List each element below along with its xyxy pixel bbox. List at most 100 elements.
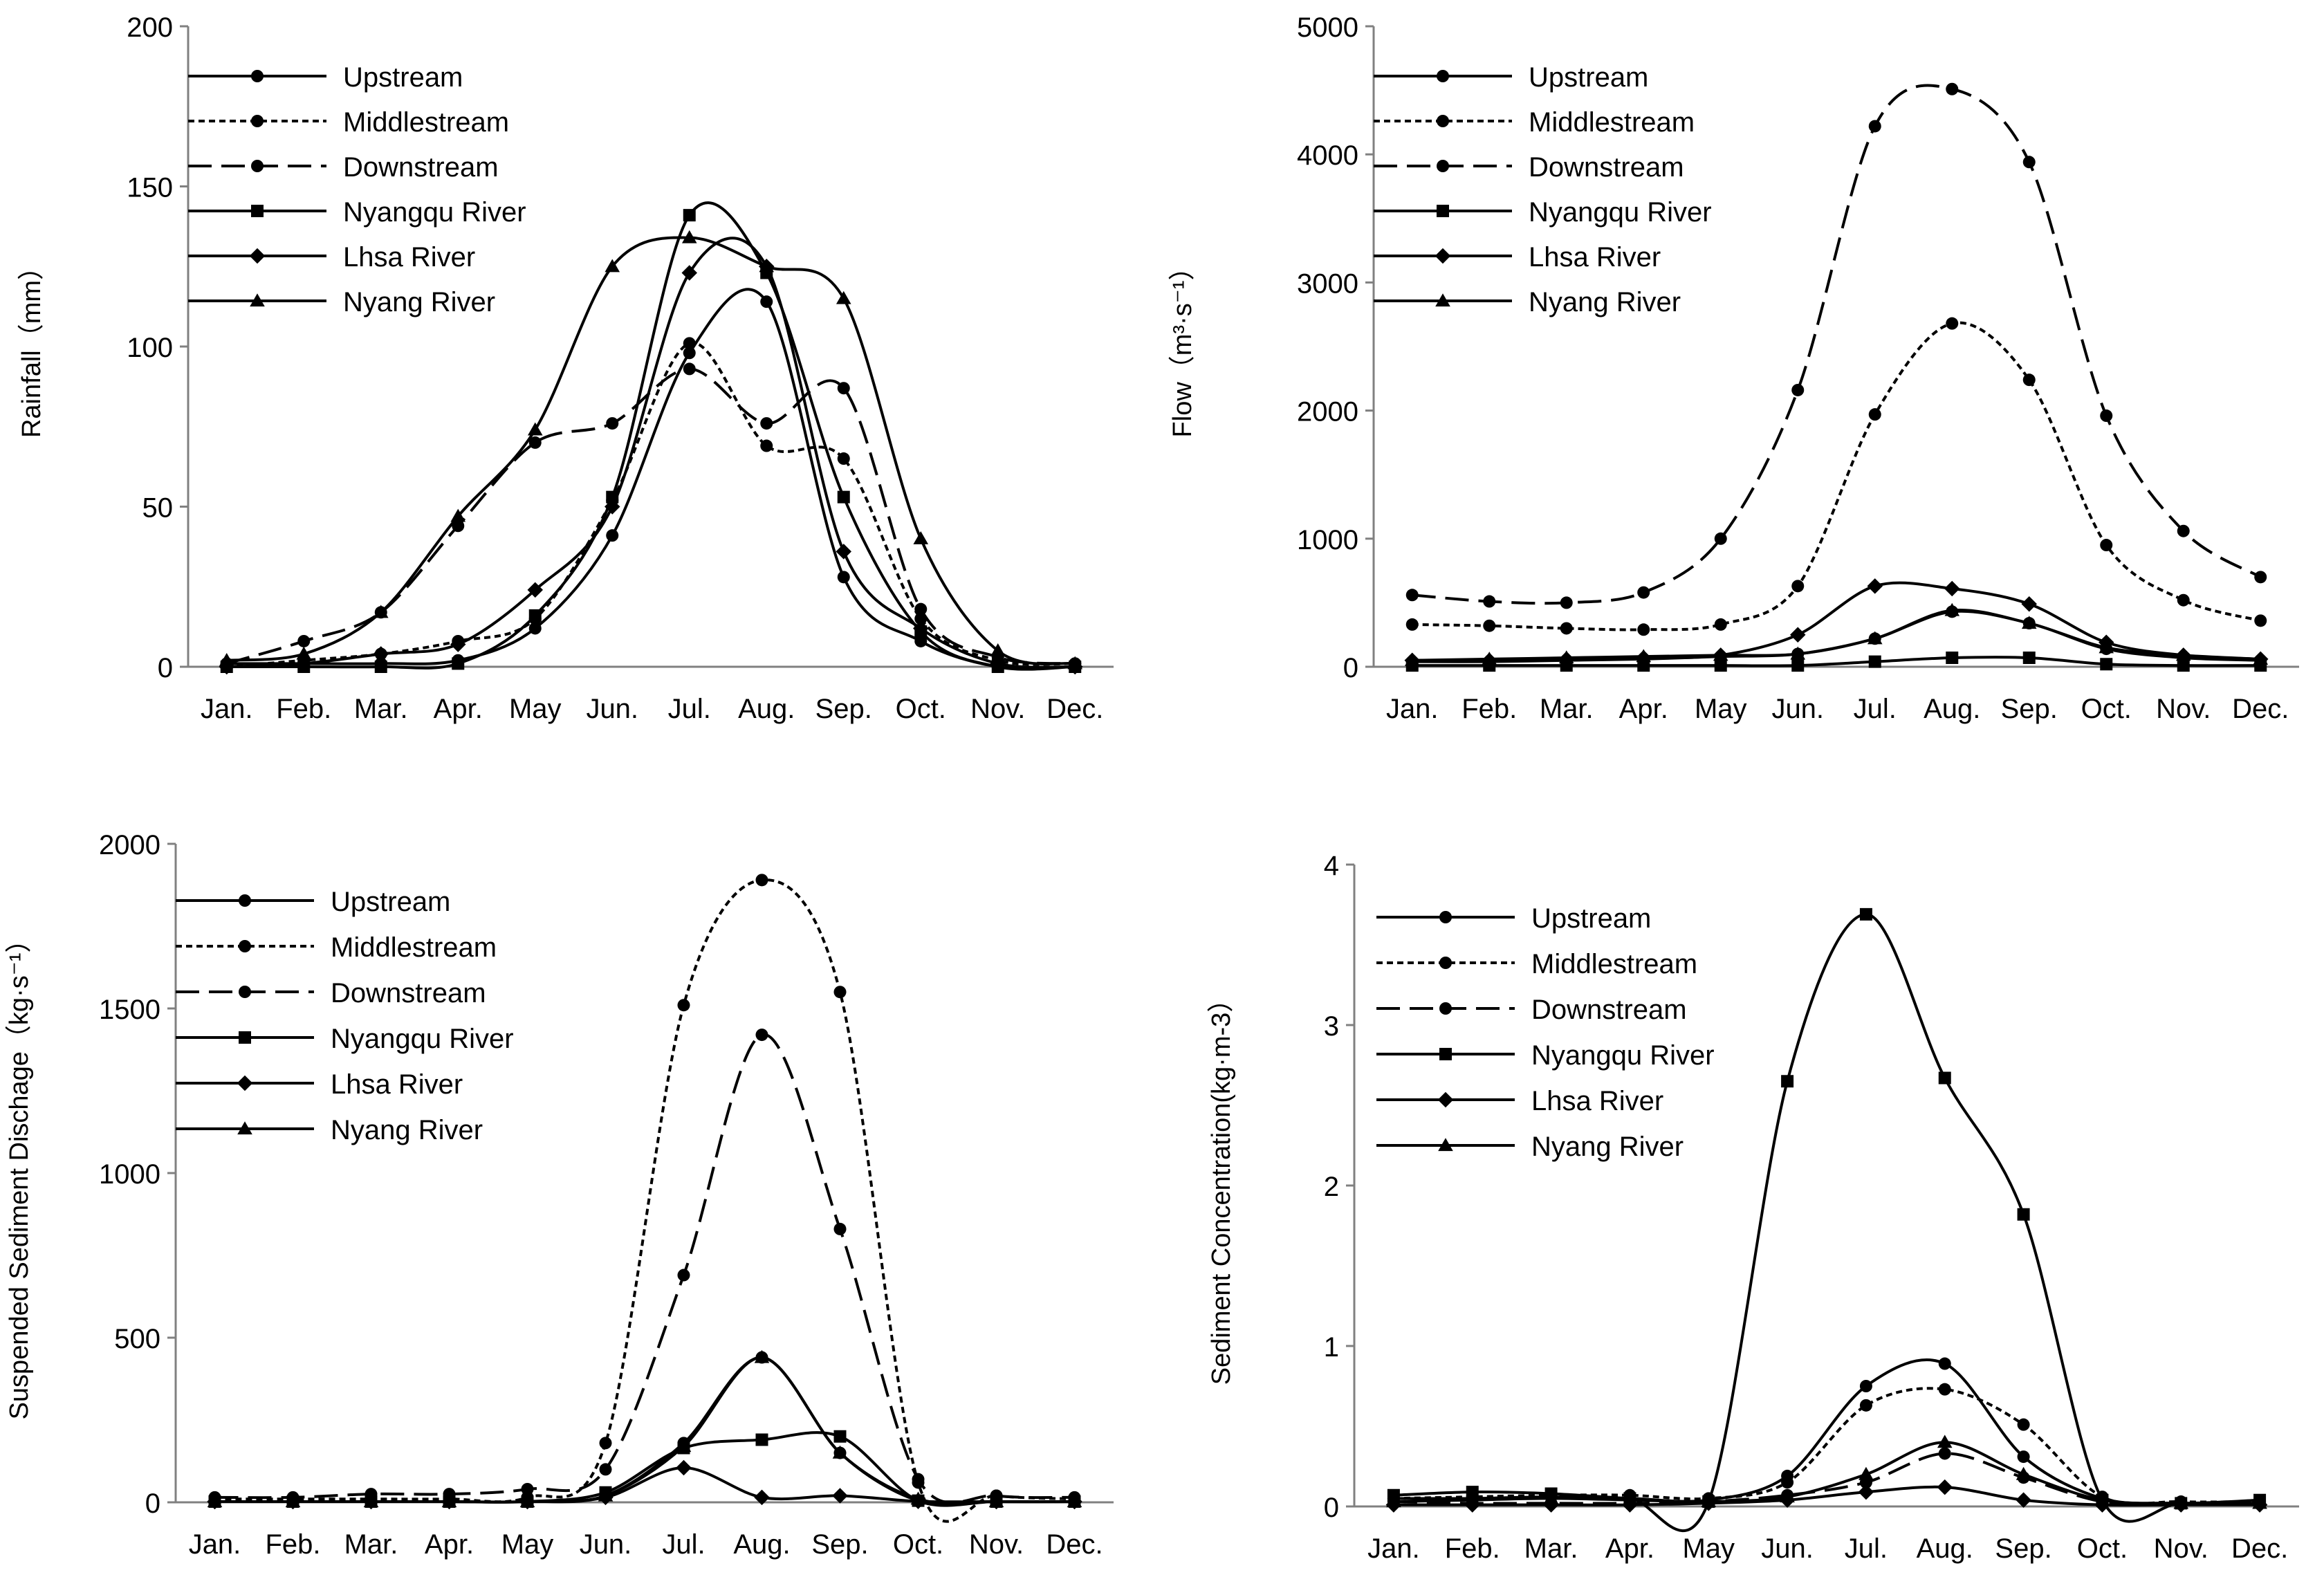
data-point-marker [1405, 589, 1419, 602]
data-point-marker [1560, 596, 1573, 609]
legend-label: Nyang River [1529, 287, 1681, 317]
x-tick-label: Jun. [586, 694, 638, 724]
data-point-marker [2100, 539, 2113, 552]
series-line [1393, 912, 2260, 1533]
x-tick-label: Jan. [189, 1529, 241, 1560]
legend-marker [251, 115, 264, 127]
data-point-marker [363, 1494, 379, 1508]
data-point-marker [2017, 1208, 2030, 1221]
data-point-marker [677, 1269, 690, 1282]
data-point-marker [1714, 532, 1727, 545]
data-point-marker [606, 529, 619, 542]
legend-label: Nyangqu River [1529, 197, 1712, 228]
x-tick-label: Mar. [344, 1529, 398, 1560]
legend-label: Nyang River [1531, 1132, 1684, 1162]
x-tick-label: Jul. [668, 694, 711, 724]
legend-label: Middlestream [343, 107, 509, 138]
legend-label: Downstream [343, 152, 499, 183]
y-tick-label: 1000 [1297, 525, 1358, 555]
data-point-marker [2253, 652, 2269, 665]
x-tick-label: Jul. [1854, 694, 1897, 724]
x-tick-label: Mar. [354, 694, 408, 724]
data-point-marker [683, 209, 696, 222]
data-point-marker [296, 656, 312, 672]
series-middlestream [1405, 317, 2267, 636]
y-axis-title: Rainfall（mm） [17, 254, 46, 438]
data-point-marker [1636, 649, 1652, 663]
legend-marker [1437, 205, 1449, 217]
data-point-marker [1404, 652, 1420, 666]
data-point-marker [1781, 1075, 1794, 1088]
x-tick-label: Nov. [970, 694, 1025, 724]
legend-marker [239, 894, 251, 907]
legend: Upstream Middlestream Downstream Nyangqu Ri… [176, 887, 514, 1145]
data-point-marker [755, 1029, 768, 1042]
legend-label: Middlestream [1529, 107, 1695, 138]
y-axis-title: Flow（m³·s⁻¹） [1168, 255, 1197, 438]
series-line [214, 1431, 1075, 1507]
data-point-marker [1938, 1447, 1951, 1460]
x-tick-label: Aug. [1917, 1533, 1973, 1564]
y-tick-label: 1500 [99, 995, 160, 1025]
data-point-marker [1937, 1435, 1953, 1448]
data-point-marker [1637, 623, 1650, 636]
y-axis-title: Sediment Concentration(kg·m-3） [1207, 986, 1236, 1385]
y-tick-label: 50 [142, 493, 174, 524]
data-point-marker [832, 1445, 848, 1459]
x-tick-label: Oct. [896, 694, 946, 724]
x-tick-label: Aug. [733, 1529, 790, 1560]
data-point-marker [681, 230, 697, 243]
data-point-marker [528, 436, 542, 449]
data-point-marker [683, 347, 696, 360]
data-point-marker [2022, 652, 2036, 665]
x-tick-label: May [509, 694, 562, 724]
legend-label: Downstream [1529, 152, 1684, 183]
x-tick-label: Dec. [2231, 1533, 2288, 1564]
data-point-marker [1944, 602, 1960, 616]
y-tick-label: 2000 [99, 830, 160, 860]
series-line [1393, 1485, 2260, 1507]
data-point-marker [1067, 1494, 1082, 1508]
y-tick-label: 3000 [1297, 268, 1358, 299]
data-point-marker [1560, 622, 1573, 635]
legend-label: Upstream [331, 887, 450, 917]
data-point-marker [285, 1494, 301, 1508]
data-point-marker [1946, 652, 1959, 665]
x-tick-label: Apr. [425, 1529, 474, 1560]
y-tick-label: 200 [127, 12, 173, 43]
x-tick-label: Aug. [738, 694, 795, 724]
series-line [226, 288, 1076, 670]
data-point-marker [1867, 631, 1883, 645]
data-point-marker [1858, 1484, 1874, 1500]
data-point-marker [2021, 596, 2037, 612]
y-tick-label: 0 [145, 1488, 160, 1519]
legend-marker [237, 1075, 253, 1091]
x-tick-label: May [1695, 694, 1747, 724]
series-line [226, 201, 1076, 671]
series-nyang-river [207, 1349, 1082, 1508]
data-point-marker [1791, 383, 1805, 396]
y-tick-label: 0 [1343, 653, 1358, 683]
data-point-marker [452, 519, 465, 533]
data-point-marker [2094, 1492, 2110, 1506]
data-point-marker [598, 1488, 614, 1502]
legend-label: Upstream [1531, 903, 1651, 934]
legend-marker [1437, 115, 1449, 127]
x-tick-label: Sep. [1995, 1533, 2051, 1564]
legend-label: Nyang River [331, 1115, 483, 1145]
data-point-marker [374, 661, 387, 673]
series-line [1393, 1358, 2260, 1505]
data-point-marker [1859, 1399, 1872, 1412]
data-point-marker [990, 643, 1006, 656]
legend-label: Lhsa River [331, 1069, 463, 1100]
series-line [1412, 608, 2261, 662]
data-point-marker [1938, 1383, 1951, 1396]
series-line [1412, 656, 2261, 667]
data-point-marker [1464, 1492, 1480, 1506]
data-point-marker [373, 605, 389, 618]
data-point-marker [760, 295, 773, 308]
data-point-marker [683, 337, 696, 350]
data-point-marker [833, 1222, 847, 1235]
